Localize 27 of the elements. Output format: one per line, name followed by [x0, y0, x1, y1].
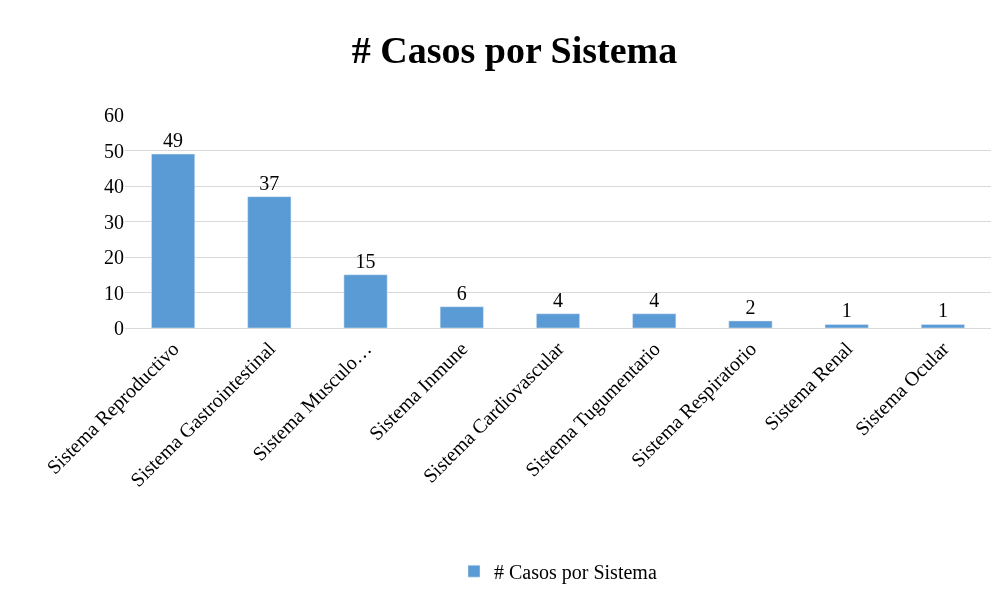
y-tick-label: 60 [104, 104, 124, 126]
bar [536, 313, 580, 328]
data-label: 4 [553, 288, 563, 311]
data-label: 2 [745, 295, 756, 318]
bar [343, 274, 388, 328]
bar [151, 153, 196, 328]
data-label: 37 [259, 171, 280, 194]
chart-title: # Casos por Sistema [351, 28, 678, 71]
y-tick-label: 20 [104, 246, 124, 268]
legend-label: # Casos por Sistema [494, 560, 657, 584]
bar [920, 324, 965, 328]
data-label: 1 [937, 299, 948, 322]
data-label: 1 [841, 299, 852, 322]
data-label: 4 [649, 288, 660, 311]
data-label: 15 [355, 249, 376, 272]
y-tick-label: 30 [104, 210, 124, 233]
y-tick-label: 10 [104, 281, 124, 304]
y-tick-label: 50 [104, 139, 124, 162]
bar [632, 313, 677, 328]
bar [247, 196, 292, 328]
data-label: 49 [163, 129, 184, 152]
data-label: 6 [456, 281, 467, 304]
bar [824, 324, 869, 328]
y-tick-label: 0 [114, 317, 124, 339]
bar [728, 320, 773, 328]
bar [439, 306, 484, 328]
y-tick-label: 40 [104, 175, 124, 197]
